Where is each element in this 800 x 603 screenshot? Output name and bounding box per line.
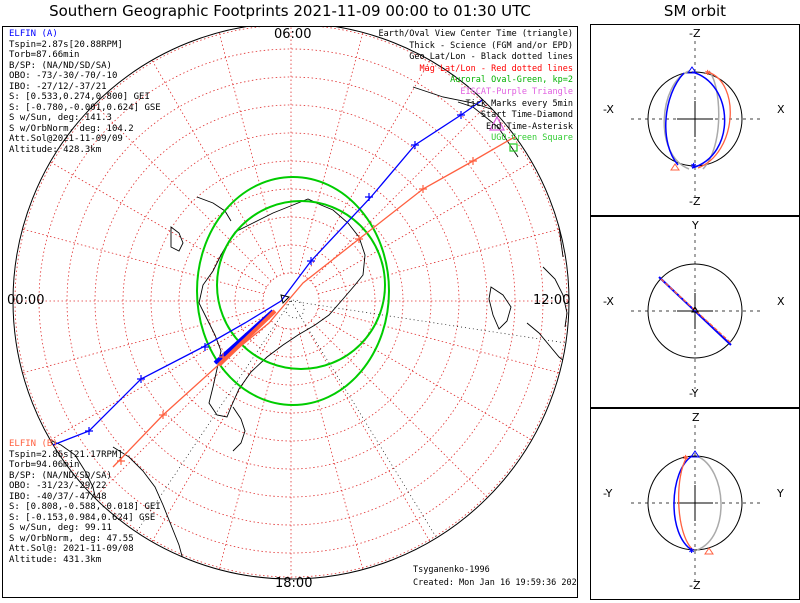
- elfin-a-track-tick: [137, 375, 145, 383]
- elfin-a-info-line: Att.Sol@2021-11-09/09: [9, 134, 123, 144]
- elfin-b-info-line: S w/Sun, deg: 99.11: [9, 523, 112, 533]
- elfin-a-track-tick: [201, 343, 209, 351]
- svg-text:✱: ✱: [705, 68, 711, 78]
- elfin-b-track-tick: [419, 185, 427, 193]
- elfin-b-info-line: Torb=94.06min: [9, 460, 80, 470]
- elfin-a-info-line: S w/OrbNorm, deg: 104.2: [9, 123, 134, 134]
- legend-entry: End Time-Asterisk: [486, 121, 573, 132]
- svg-text:✱: ✱: [683, 453, 689, 463]
- elfin-a-info-line: Tspin=2.87s[20.88RPM]: [9, 39, 123, 50]
- legend-entry: Thick - Science (FGM and/or EPD): [409, 40, 573, 51]
- legend-entry: Start Time-Diamond: [480, 110, 573, 121]
- view-center-triangle: [280, 294, 290, 304]
- elfin-b-track: [112, 126, 540, 468]
- auroral-oval: [196, 176, 390, 406]
- sm-orbit-title: SM orbit: [663, 2, 727, 20]
- elfin-a-info: ELFIN (A) Tspin=2.87s[20.88RPM] Torb=87.6…: [9, 29, 161, 155]
- legend-entry: Mag Lat/Lon - Red dotted lines: [419, 63, 573, 74]
- elfin-a-track-tick: [365, 193, 373, 201]
- sm-panel-xy: Y -Y -X X: [590, 216, 800, 408]
- elfin-b-track-tick: [219, 353, 227, 361]
- elfin-b-orbit: [660, 278, 732, 344]
- legend: Earth/Oval View Center Time (triangle) Th…: [379, 29, 573, 145]
- elfin-b-info-line: OBO: -31/23/-29/22: [9, 481, 107, 491]
- clock-label-left: 00:00: [7, 293, 45, 308]
- sm-panel-yz-canvas: ✱ ✱: [631, 425, 761, 581]
- svg-text:✱: ✱: [689, 546, 695, 556]
- sm-yz-left-label: -Y: [603, 487, 613, 500]
- elfin-b-title: ELFIN (B): [9, 439, 58, 449]
- elfin-b-info-line: S w/OrbNorm, deg: 47.55: [9, 533, 134, 544]
- globe-edge: [12, 27, 570, 580]
- elfin-b-track-science-segment: [217, 309, 277, 367]
- elfin-b-info-line: S: [-0.153,0.984,0.624] GSE: [9, 512, 156, 523]
- sm-xz-top-label: -Z: [689, 27, 701, 40]
- sm-panel-yz: ✱ ✱ Z -Z -Y Y: [590, 408, 800, 600]
- footprint-map: 06:00 00:00 12:00 18:00 ELFIN (A) Tspin=…: [2, 26, 578, 598]
- elfin-a-info-line: S w/Sun, deg: 141.3: [9, 113, 112, 123]
- elfin-b-track-tick: [117, 457, 125, 465]
- clock-label-right: 12:00: [533, 293, 571, 308]
- sm-panel-xy-canvas: [631, 233, 761, 389]
- elfin-a-track-tick: [307, 257, 315, 265]
- elfin-a-info-line: B/SP: (NA/ND/SD/SA): [9, 60, 112, 71]
- sm-xy-right-label: X: [777, 295, 785, 308]
- orbit-shadow: [696, 455, 722, 551]
- elfin-b-info-line: B/SP: (NA/ND/SD/SA): [9, 470, 112, 481]
- elfin-b-info-line: IBO: -40/37/-47/48: [9, 491, 107, 502]
- elfin-a-orbit: [691, 71, 726, 169]
- elfin-a-track-tick: [457, 111, 465, 119]
- ugo-marker: [509, 143, 518, 152]
- sm-xy-left-label: -X: [603, 295, 614, 308]
- sm-yz-bottom-label: -Z: [689, 579, 701, 592]
- elfin-a-info-line: Torb=87.66min: [9, 50, 80, 60]
- legend-entry: Geo Lat/Lon - Black dotted lines: [409, 52, 573, 63]
- clock-label-bottom: 18:00: [275, 576, 313, 591]
- elfin-b-info: ELFIN (B) Tspin=2.86s[21.17RPM] Torb=94.0…: [9, 439, 161, 565]
- sm-xy-bottom-label: -Y: [689, 387, 699, 400]
- elfin-b-orbit: [677, 456, 694, 551]
- legend-entry: Auroral Oval-Green, kp=2: [450, 75, 573, 86]
- elfin-b-info-line: Tspin=2.86s[21.17RPM]: [9, 449, 123, 460]
- elfin-a-info-line: S: [0.533,0.274,0.800] GEI: [9, 92, 150, 102]
- created-timestamp: Created: Mon Jan 16 19:59:36 2023: [413, 578, 578, 588]
- eiscat-marker: [488, 115, 506, 131]
- model-credit: Tsyganenko-1996: [413, 565, 490, 575]
- elfin-b-track-tick: [469, 157, 477, 165]
- elfin-a-info-line: IBO: -27/12/-37/21: [9, 81, 107, 92]
- elfin-a-title: ELFIN (A): [9, 29, 58, 39]
- elfin-a-track-tick: [85, 427, 93, 435]
- elfin-a-info-line: OBO: -73/-30/-70/-10: [9, 71, 118, 81]
- elfin-a-info-line: Altitude: 428.3km: [9, 144, 102, 155]
- sm-xy-top-label: Y: [692, 219, 699, 232]
- elfin-b-track-tick: [355, 235, 363, 243]
- sm-yz-right-label: Y: [777, 487, 784, 500]
- sm-xz-left-label: -X: [603, 103, 614, 116]
- sm-yz-top-label: Z: [692, 411, 700, 424]
- legend-entry: UGO-Green Square: [491, 133, 573, 144]
- sm-panel-xz: ✱ ✱ -Z -Z -X X: [590, 24, 800, 216]
- elfin-a-track-tick: [411, 141, 419, 149]
- legend-entry: Tick Marks every 5min: [465, 98, 573, 109]
- clock-label-top: 06:00: [274, 27, 312, 42]
- main-title: Southern Geographic Footprints 2021-11-0…: [49, 2, 531, 20]
- elfin-a-info-line: S: [-0.780,-0.001,0.624] GSE: [9, 102, 161, 113]
- footprint-map-canvas: [12, 27, 570, 580]
- elfin-b-orbit: [697, 71, 731, 169]
- elfin-b-info-line: Att.Sol@: 2021-11-09/08: [9, 544, 134, 554]
- orbit-a-shadow: [663, 70, 690, 170]
- elfin-b-info-line: Altitude: 431.3km: [9, 554, 102, 565]
- orbit-b-shadow: [702, 70, 720, 170]
- elfin-b-info-line: S: [0.808,-0.588,-0.018] GEI: [9, 502, 161, 512]
- sm-panel-xz-canvas: ✱ ✱: [631, 41, 761, 197]
- legend-entry: EISCAT-Purple Triangle: [460, 86, 573, 97]
- elfin-a-orbit: [673, 455, 693, 551]
- sm-xz-right-label: X: [777, 103, 785, 116]
- svg-text:✱: ✱: [691, 161, 697, 171]
- sm-xz-bottom-label: -Z: [689, 195, 701, 208]
- geo-grid: [92, 299, 569, 579]
- elfin-b-track-tick: [159, 411, 167, 419]
- legend-entry: Earth/Oval View Center Time (triangle): [378, 29, 573, 39]
